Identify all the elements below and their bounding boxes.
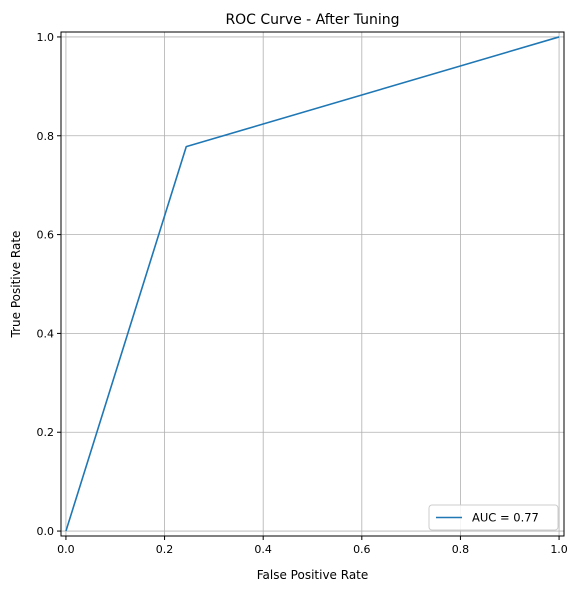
legend: AUC = 0.77 xyxy=(428,504,559,531)
series xyxy=(65,36,560,532)
y-tick-label: 0.6 xyxy=(37,229,55,242)
y-tick-label: 0.2 xyxy=(37,426,55,439)
x-tick-label: 0.4 xyxy=(254,543,272,556)
y-tick-label: 0.0 xyxy=(37,525,55,538)
x-tick-label: 0.8 xyxy=(452,543,470,556)
legend-label: AUC = 0.77 xyxy=(472,511,539,525)
x-tick-label: 0.2 xyxy=(156,543,174,556)
grid xyxy=(61,32,564,536)
y-tick-label: 1.0 xyxy=(37,31,55,44)
y-axis-label: True Positive Rate xyxy=(9,231,23,339)
x-tick-label: 0.6 xyxy=(353,543,371,556)
x-axis-label: False Positive Rate xyxy=(257,568,369,582)
y-tick-label: 0.8 xyxy=(37,130,55,143)
plot-area xyxy=(60,31,565,537)
legend-box xyxy=(428,504,559,531)
x-tick-label: 1.0 xyxy=(550,543,568,556)
axis-ticks: 0.0 0.2 0.4 0.6 0.8 1.0 0.0 0.2 0.4 0.6 0.8 1.0 xyxy=(37,31,568,556)
series-line xyxy=(65,36,560,532)
x-tick-label: 0.0 xyxy=(57,543,75,556)
chart-title: ROC Curve - After Tuning xyxy=(225,12,399,28)
y-tick-label: 0.4 xyxy=(37,327,55,340)
